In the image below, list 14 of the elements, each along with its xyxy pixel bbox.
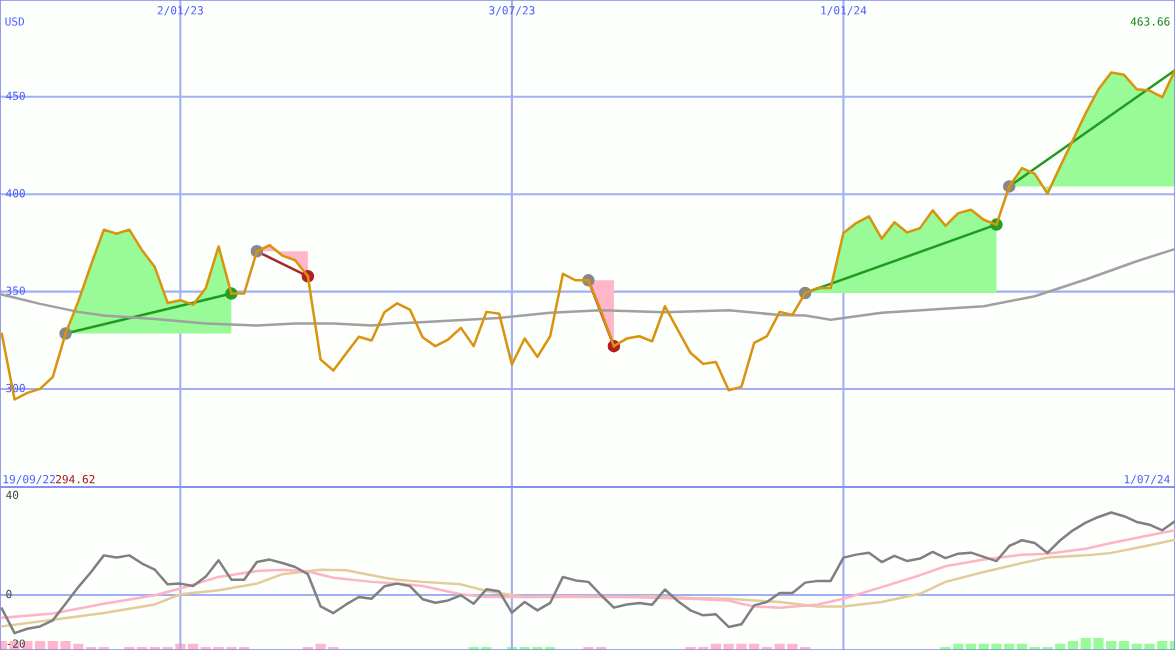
- annotation: 294.62: [56, 474, 95, 484]
- y-tick-label: 350: [6, 286, 25, 295]
- y-tick-label: -20: [7, 639, 25, 648]
- annotation: USD: [5, 17, 25, 26]
- y-tick-label: 400: [6, 189, 25, 198]
- annotation: 463.66: [1130, 17, 1170, 26]
- annotation: 1/07/24: [1124, 474, 1170, 485]
- annotation: 19/09/22: [3, 474, 55, 485]
- x-tick-label: 2/01/23: [157, 6, 203, 16]
- y-tick-label: 40: [6, 490, 19, 500]
- x-tick-label: 1/01/24: [821, 6, 867, 16]
- x-tick-label: 3/07/23: [489, 6, 535, 16]
- y-tick-label: 0: [6, 589, 12, 599]
- y-tick-label: 450: [6, 91, 25, 101]
